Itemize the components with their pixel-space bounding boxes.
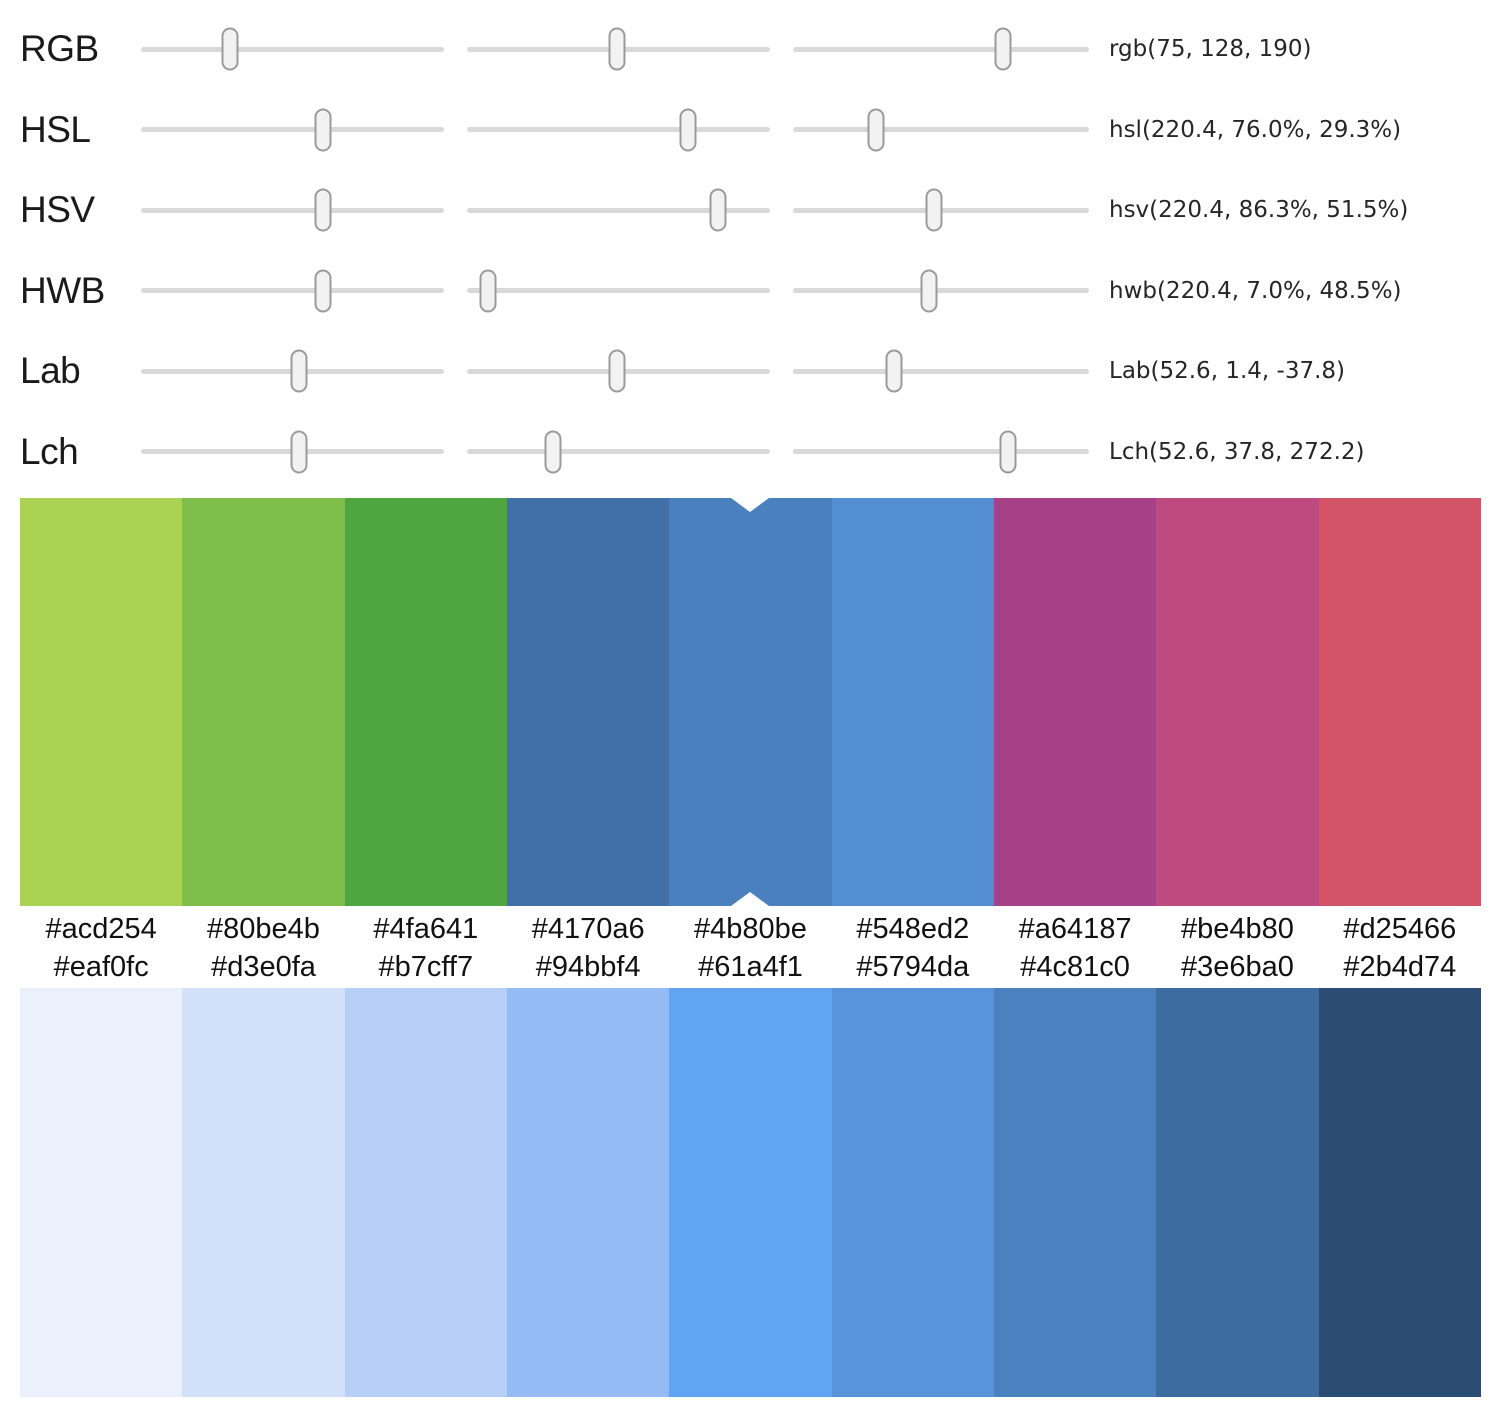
slider-row-label-lab: Lab [20, 350, 81, 392]
hex-label: #80be4b [207, 913, 320, 945]
hwb-w-slider-knob[interactable] [479, 269, 497, 313]
hsl-s-slider-knob[interactable] [679, 108, 697, 152]
rgb-r-slider-track[interactable] [141, 27, 444, 71]
slider-row-label-hwb: HWB [20, 269, 105, 311]
hwb-b-slider-knob[interactable] [920, 269, 938, 313]
hsv-s-slider-track[interactable] [467, 188, 770, 232]
hsl-l-slider-track[interactable] [793, 108, 1089, 152]
hue-swatch[interactable] [20, 498, 183, 906]
hue-swatch[interactable] [1318, 498, 1481, 906]
hex-label: #b7cff7 [378, 951, 474, 983]
hue-swatch[interactable] [993, 498, 1157, 906]
hex-label: #5794da [856, 951, 970, 983]
slider-row-hsl: HSL hsl(220.4, 76.0%, 29.3%) [20, 90, 1501, 171]
shade-swatch[interactable] [1318, 988, 1481, 1397]
hsl-s-slider-track[interactable] [467, 108, 770, 152]
hsl-value-readout: hsl(220.4, 76.0%, 29.3%) [1109, 116, 1402, 143]
hwb-b-slider-track[interactable] [793, 269, 1089, 313]
hsv-h-slider-track[interactable] [141, 188, 444, 232]
hue-swatch-selected[interactable] [669, 498, 832, 906]
lab-l-slider-knob[interactable] [290, 349, 308, 393]
slider-row-rgb: RGB rgb(75, 128, 190) [20, 9, 1501, 90]
slider-row-lab: Lab Lab(52.6, 1.4, -37.8) [20, 331, 1501, 412]
hex-label: #4b80be [694, 913, 807, 945]
shade-swatch[interactable] [993, 988, 1157, 1397]
rgb-b-slider-knob[interactable] [994, 27, 1012, 71]
hue-swatch[interactable] [831, 498, 994, 906]
lch-h-slider-knob[interactable] [999, 430, 1017, 474]
hsv-value-readout: hsv(220.4, 86.3%, 51.5%) [1109, 197, 1409, 224]
hex-label: #4170a6 [531, 913, 645, 945]
hue-palette [20, 498, 1481, 906]
hex-label: #94bbf4 [535, 951, 641, 983]
hex-label: #eaf0fc [53, 951, 149, 983]
hue-swatch[interactable] [1156, 498, 1319, 906]
shade-swatch[interactable] [506, 988, 670, 1397]
rgb-b-slider-track[interactable] [793, 27, 1089, 71]
hwb-w-slider-track[interactable] [467, 269, 770, 313]
hex-label: #a64187 [1018, 913, 1132, 945]
hwb-value-readout: hwb(220.4, 7.0%, 48.5%) [1109, 277, 1402, 304]
shade-swatch[interactable] [1156, 988, 1319, 1397]
hue-swatch[interactable] [506, 498, 670, 906]
rgb-g-slider-track[interactable] [467, 27, 770, 71]
hex-label: #61a4f1 [698, 951, 803, 983]
hex-label: #acd254 [45, 913, 157, 945]
lch-c-slider-track[interactable] [467, 430, 770, 474]
hue-swatch[interactable] [344, 498, 507, 906]
slider-row-lch: Lch Lch(52.6, 37.8, 272.2) [20, 412, 1501, 493]
hex-label: #be4b80 [1181, 913, 1294, 945]
lab-a-slider-knob[interactable] [608, 349, 626, 393]
hex-label: #2b4d74 [1343, 951, 1457, 983]
lab-l-slider-track[interactable] [141, 349, 444, 393]
lch-l-slider-knob[interactable] [290, 430, 308, 474]
slider-row-label-rgb: RGB [20, 28, 99, 70]
slider-row-label-hsv: HSV [20, 189, 95, 231]
hsv-h-slider-knob[interactable] [314, 188, 332, 232]
slider-row-hsv: HSV hsv(220.4, 86.3%, 51.5%) [20, 170, 1501, 251]
shade-swatch[interactable] [344, 988, 507, 1397]
lch-h-slider-track[interactable] [793, 430, 1089, 474]
rgb-g-slider-knob[interactable] [608, 27, 626, 71]
hex-label: #d3e0fa [211, 951, 316, 983]
hex-label: #4fa641 [373, 913, 479, 945]
color-slider-panel: RGB rgb(75, 128, 190) HSL hsl(220.4, 76.… [0, 0, 1501, 492]
shade-swatch[interactable] [831, 988, 994, 1397]
hsl-l-slider-knob[interactable] [867, 108, 885, 152]
hue-hex-label-row: #acd254 #80be4b #4fa641 #4170a6 #4b80be … [20, 906, 1481, 950]
hsv-v-slider-knob[interactable] [925, 188, 943, 232]
lab-b-slider-knob[interactable] [885, 349, 903, 393]
hue-swatch[interactable] [182, 498, 345, 906]
hwb-h-slider-knob[interactable] [314, 269, 332, 313]
shade-swatch[interactable] [182, 988, 345, 1397]
hex-label: #4c81c0 [1020, 951, 1130, 983]
lch-value-readout: Lch(52.6, 37.8, 272.2) [1109, 438, 1365, 465]
selection-marker-top-icon [731, 498, 770, 512]
shade-swatch[interactable] [669, 988, 832, 1397]
slider-row-label-hsl: HSL [20, 108, 91, 150]
shade-palette [20, 988, 1481, 1397]
hex-label: #d25466 [1343, 913, 1457, 945]
lch-c-slider-knob[interactable] [544, 430, 562, 474]
hex-label: #548ed2 [856, 913, 970, 945]
lab-b-slider-track[interactable] [793, 349, 1089, 393]
hsv-s-slider-knob[interactable] [709, 188, 727, 232]
hsl-h-slider-knob[interactable] [314, 108, 332, 152]
slider-row-label-lch: Lch [20, 430, 79, 472]
lab-a-slider-track[interactable] [467, 349, 770, 393]
rgb-value-readout: rgb(75, 128, 190) [1109, 36, 1312, 63]
slider-row-hwb: HWB hwb(220.4, 7.0%, 48.5%) [20, 251, 1501, 332]
hwb-h-slider-track[interactable] [141, 269, 444, 313]
selection-marker-bottom-icon [731, 892, 770, 906]
shade-swatch[interactable] [20, 988, 183, 1397]
shade-hex-label-row: #eaf0fc #d3e0fa #b7cff7 #94bbf4 #61a4f1 … [20, 950, 1481, 986]
hsl-h-slider-track[interactable] [141, 108, 444, 152]
rgb-r-slider-knob[interactable] [221, 27, 239, 71]
hsv-v-slider-track[interactable] [793, 188, 1089, 232]
lab-value-readout: Lab(52.6, 1.4, -37.8) [1109, 358, 1345, 385]
lch-l-slider-track[interactable] [141, 430, 444, 474]
hex-label: #3e6ba0 [1181, 951, 1294, 983]
